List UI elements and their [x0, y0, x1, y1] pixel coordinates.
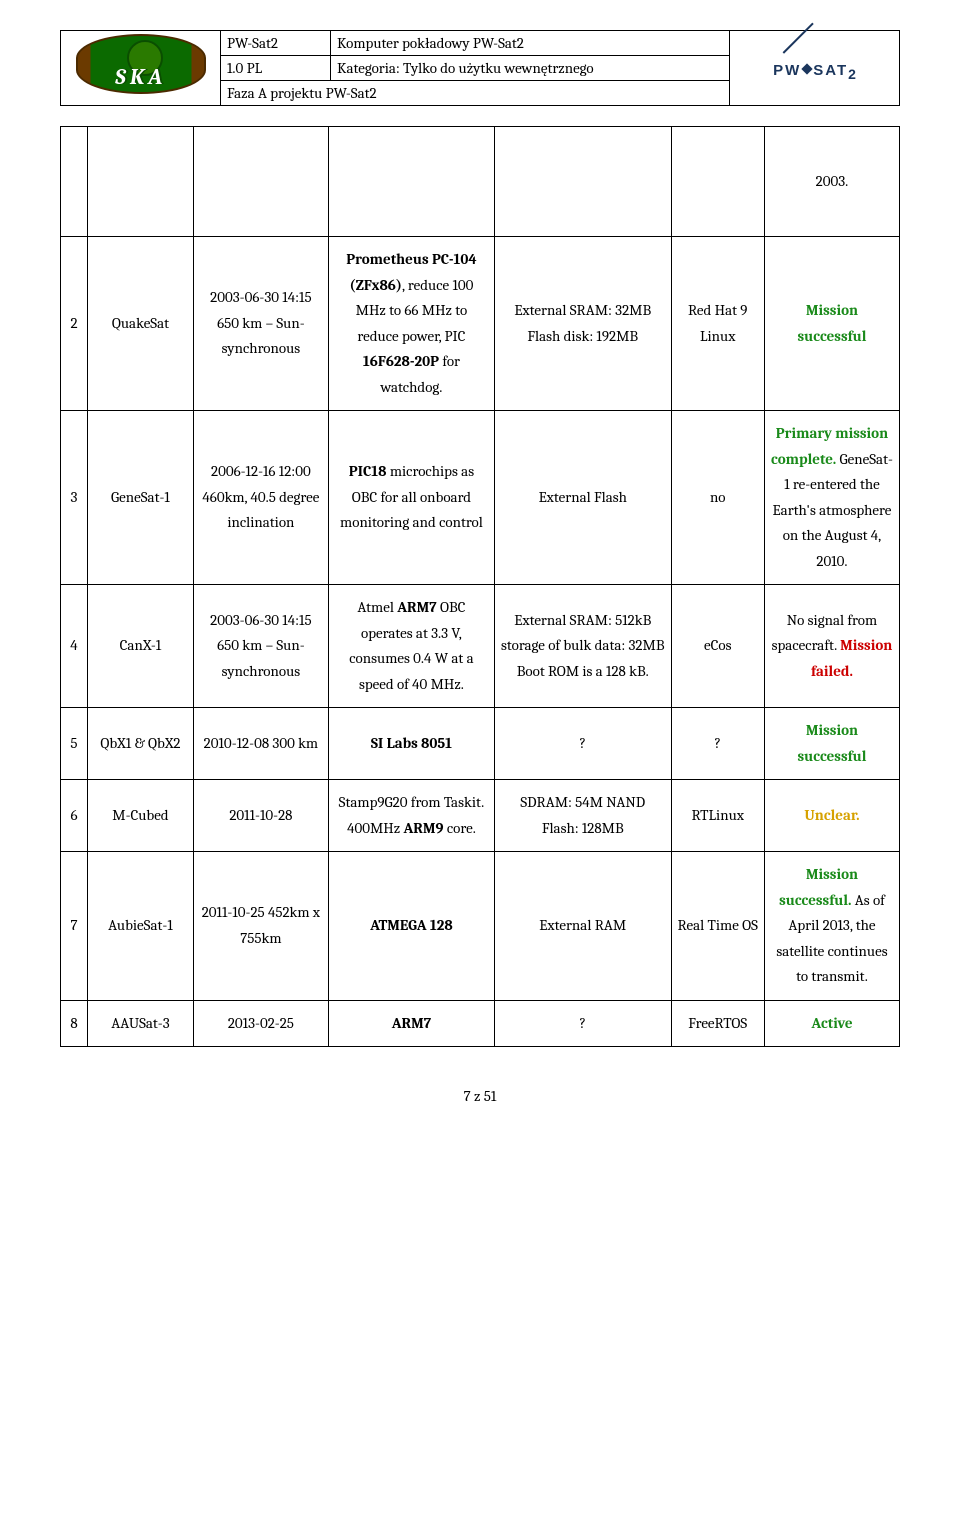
row-name: GeneSat-1 [87, 411, 193, 585]
row-cpu: SI Labs 8051 [328, 708, 494, 780]
row-date: 2011-10-28 [193, 780, 328, 852]
row-status: Active [764, 1000, 899, 1047]
table-row: 6 M-Cubed 2011-10-28 Stamp9G20 from Task… [61, 780, 900, 852]
row-date: 2003-06-30 14:15 650 km – Sun-synchronou… [193, 237, 328, 411]
row-cpu: Stamp9G20 from Taskit. 400MHz ARM9 core. [328, 780, 494, 852]
table-row: 2 QuakeSat 2003-06-30 14:15 650 km – Sun… [61, 237, 900, 411]
row-mem: ? [495, 1000, 672, 1047]
top-status: 2003. [764, 127, 899, 237]
status-success: Mission successful [797, 301, 866, 345]
row-num: 5 [61, 708, 88, 780]
cpu-bold: ARM7 [392, 1014, 431, 1032]
header-category: Kategoria: Tylko do użytku wewnętrznego [331, 56, 730, 81]
status-unclear: Unclear. [804, 806, 859, 824]
table-row: 8 AAUSat-3 2013-02-25 ARM7 ? FreeRTOS Ac… [61, 1000, 900, 1047]
row-os: FreeRTOS [671, 1000, 764, 1047]
table-row: 7 AubieSat-1 2011-10-25 452km x 755km AT… [61, 852, 900, 1001]
cpu-bold: PIC18 [349, 462, 387, 480]
row-name: QbX1 & QbX2 [87, 708, 193, 780]
cpu-bold: 16F628-20P [363, 352, 439, 370]
row-status: Mission successful. As of April 2013, th… [764, 852, 899, 1001]
header-title-left: PW-Sat2 [221, 31, 331, 56]
row-os: eCos [671, 585, 764, 708]
status-active: Active [811, 1014, 852, 1032]
cell-empty [87, 127, 193, 237]
row-mem: External RAM [495, 852, 672, 1001]
row-cpu: PIC18 microchips as OBC for all onboard … [328, 411, 494, 585]
row-cpu: Atmel ARM7 OBC operates at 3.3 V, consum… [328, 585, 494, 708]
row-mem: External SRAM: 32MB Flash disk: 192MB [495, 237, 672, 411]
row-status: Mission successful [764, 237, 899, 411]
row-date: 2013-02-25 [193, 1000, 328, 1047]
row-os: RTLinux [671, 780, 764, 852]
row-cpu: ATMEGA 128 [328, 852, 494, 1001]
row-mem: ? [495, 708, 672, 780]
cpu-text: Atmel [357, 598, 397, 616]
row-cpu: ARM7 [328, 1000, 494, 1047]
table-row: 4 CanX-1 2003-06-30 14:15 650 km – Sun-s… [61, 585, 900, 708]
status-success: Mission successful. [779, 865, 858, 909]
row-os: Red Hat 9 Linux [671, 237, 764, 411]
ska-logo-icon [76, 34, 206, 94]
main-table: 2003. 2 QuakeSat 2003-06-30 14:15 650 km… [60, 126, 900, 1047]
row-date: 2003-06-30 14:15 650 km – Sun-synchronou… [193, 585, 328, 708]
row-num: 7 [61, 852, 88, 1001]
header-title-right: Komputer pokładowy PW-Sat2 [331, 31, 730, 56]
row-num: 6 [61, 780, 88, 852]
row-mem: External Flash [495, 411, 672, 585]
row-name: AubieSat-1 [87, 852, 193, 1001]
logo-right-cell: PWSAT2 [730, 31, 900, 106]
header-table: PW-Sat2 Komputer pokładowy PW-Sat2 PWSAT… [60, 30, 900, 106]
row-status: Primary mission complete. GeneSat-1 re-e… [764, 411, 899, 585]
row-status: Mission successful [764, 708, 899, 780]
row-name: AAUSat-3 [87, 1000, 193, 1047]
row-num: 2 [61, 237, 88, 411]
row-status: No signal from spacecraft. Mission faile… [764, 585, 899, 708]
row-date: 2011-10-25 452km x 755km [193, 852, 328, 1001]
row-os: ? [671, 708, 764, 780]
cell-empty [671, 127, 764, 237]
row-mem: External SRAM: 512kB storage of bulk dat… [495, 585, 672, 708]
row-num: 4 [61, 585, 88, 708]
page-footer: 7 z 51 [60, 1087, 900, 1105]
cell-empty [328, 127, 494, 237]
row-num: 8 [61, 1000, 88, 1047]
row-name: M-Cubed [87, 780, 193, 852]
row-num: 3 [61, 411, 88, 585]
row-os: Real Time OS [671, 852, 764, 1001]
row-name: QuakeSat [87, 237, 193, 411]
cell-empty [193, 127, 328, 237]
cpu-text: core. [444, 819, 476, 837]
row-cpu: Prometheus PC-104 (ZFx86), reduce 100 MH… [328, 237, 494, 411]
cpu-bold: ATMEGA 128 [370, 916, 453, 934]
header-phase: Faza A projektu PW-Sat2 [221, 81, 730, 106]
row-status: Unclear. [764, 780, 899, 852]
header-version: 1.0 PL [221, 56, 331, 81]
cell-empty [61, 127, 88, 237]
cpu-bold: ARM7 [397, 598, 436, 616]
row-date: 2006-12-16 12:00 460km, 40.5 degree incl… [193, 411, 328, 585]
status-success: Mission successful [797, 721, 866, 765]
cpu-bold: SI Labs 8051 [371, 734, 452, 752]
row-mem: SDRAM: 54M NAND Flash: 128MB [495, 780, 672, 852]
table-row: 3 GeneSat-1 2006-12-16 12:00 460km, 40.5… [61, 411, 900, 585]
row-date: 2010-12-08 300 km [193, 708, 328, 780]
cpu-bold: ARM9 [403, 819, 443, 837]
pwsat-logo-icon: PWSAT2 [773, 34, 856, 82]
table-row: 5 QbX1 & QbX2 2010-12-08 300 km SI Labs … [61, 708, 900, 780]
row-name: CanX-1 [87, 585, 193, 708]
cell-empty [495, 127, 672, 237]
logo-left-cell [61, 31, 221, 106]
row-os: no [671, 411, 764, 585]
